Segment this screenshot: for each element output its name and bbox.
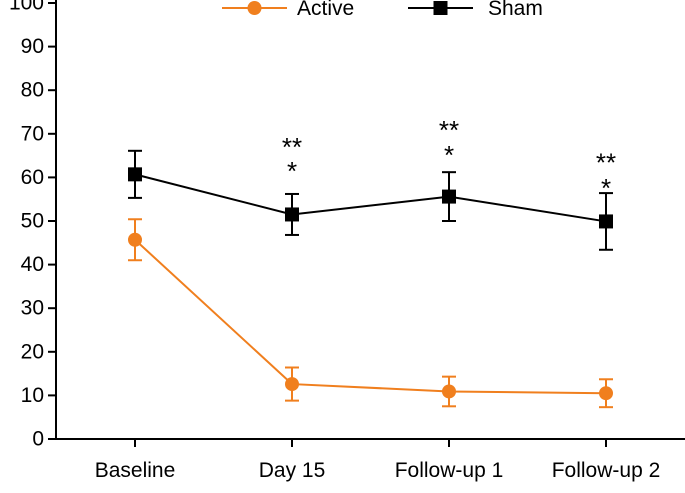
significance-asterisk: ** (282, 132, 302, 162)
significance-markers: ****** *** (282, 115, 616, 203)
y-ticks: 0 10 20 30 40 50 60 70 80 90 100 (9, 0, 56, 451)
x-tick-label: Follow-up 1 (395, 459, 504, 482)
series (128, 149, 613, 409)
y-tick-label: 60 (21, 166, 44, 189)
y-tick-label: 80 (21, 79, 44, 102)
significance-asterisk: ** (596, 148, 616, 178)
series-active (128, 218, 613, 409)
data-point (599, 386, 613, 401)
y-tick-label: 100 (9, 0, 44, 15)
x-tick-label: Day 15 (259, 459, 326, 482)
significance-asterisk: * (444, 140, 454, 170)
legend-marker (433, 1, 448, 15)
series-sham (128, 149, 613, 251)
x-tick-label: Follow-up 2 (552, 459, 661, 482)
x-ticks: Baseline Day 15 Follow-up 1 Follow-up 2 (95, 439, 661, 482)
legend-item-sham: Sham (408, 0, 543, 20)
y-tick-label: 90 (21, 35, 44, 58)
y-tick-label: 20 (21, 340, 44, 363)
y-tick-label: 50 (21, 210, 44, 233)
significance-asterisk: * (287, 156, 297, 186)
y-tick-label: 0 (32, 428, 44, 451)
legend: Active Sham (222, 0, 543, 20)
significance-asterisk: ** (439, 115, 459, 145)
legend-item-active: Active (222, 0, 354, 20)
data-point (599, 214, 613, 229)
axes (55, 0, 685, 440)
y-tick-label: 40 (21, 253, 44, 276)
data-point (285, 207, 299, 222)
data-point (128, 167, 142, 182)
series-line (134, 239, 607, 395)
data-point (128, 232, 142, 247)
series-line (134, 173, 607, 223)
legend-marker (247, 1, 262, 15)
legend-label: Sham (488, 0, 543, 20)
significance-asterisk: * (601, 173, 611, 203)
legend-label: Active (297, 0, 354, 20)
y-tick-label: 70 (21, 122, 44, 145)
y-tick-label: 10 (21, 384, 44, 407)
data-point (285, 377, 299, 392)
y-tick-label: 30 (21, 297, 44, 320)
x-tick-label: Baseline (95, 459, 176, 482)
data-point (442, 189, 456, 204)
data-point (442, 384, 456, 399)
